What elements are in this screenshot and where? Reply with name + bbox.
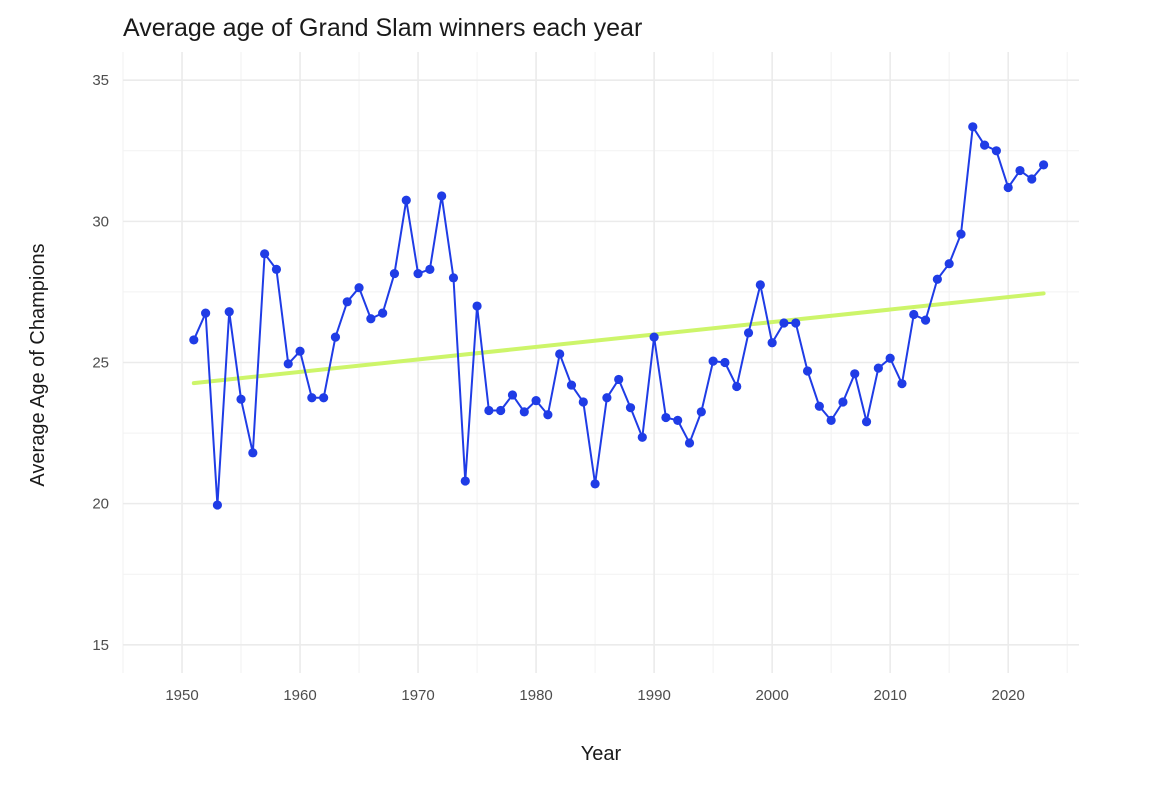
data-point [661,412,671,423]
chart-title: Average age of Grand Slam winners each y… [123,14,643,42]
data-point [484,405,494,416]
data-point [212,500,223,510]
data-point [861,417,872,427]
x-tick-label: 1950 [165,687,198,704]
data-point [1015,165,1025,176]
y-axis-tick-labels: 15 20 25 30 35 [92,72,109,654]
data-point [460,476,470,486]
x-axis-tick-labels: 1950 1960 1970 1980 1990 2000 2010 2020 [165,687,1025,704]
data-point [330,332,341,342]
data-point [649,332,659,342]
data-point [791,318,801,328]
data-point [378,308,388,318]
major-gridlines [123,52,1079,673]
data-point [248,448,258,458]
data-point [401,195,411,205]
data-point [342,297,352,307]
trend-line [191,291,1046,386]
data-point [956,229,966,239]
x-tick-label: 1960 [283,687,316,704]
data-point [413,268,423,279]
data-point [602,393,612,403]
data-point [826,415,836,425]
data-point [897,379,907,389]
data-point [732,381,742,392]
data-point [720,357,730,368]
y-tick-label: 25 [92,355,109,372]
y-tick-label: 35 [92,72,109,89]
data-point [838,397,848,407]
data-point [389,268,400,279]
data-point [507,390,518,400]
data-point [448,273,459,283]
x-tick-label: 2020 [991,687,1024,704]
data-point [283,359,293,369]
data-point [295,346,305,356]
data-point [271,264,282,274]
data-point [814,401,824,411]
data-point [932,274,942,284]
data-point [968,122,978,132]
data-point [673,415,683,425]
data-point [307,393,317,403]
data-point [366,314,376,324]
data-point [909,309,919,320]
data-point [885,353,895,363]
data-point [873,363,883,373]
data-point [354,283,364,293]
data-point [614,374,624,385]
data-point [637,432,647,442]
x-tick-label: 1970 [401,687,434,704]
y-axis-title: Average Age of Champions [27,243,49,486]
data-point [531,396,541,406]
data-point [189,335,199,345]
data-point [519,407,529,417]
data-point [1038,160,1049,170]
data-point [625,403,636,413]
data-point [779,318,789,328]
data-point [201,308,211,318]
data-point [1003,182,1013,193]
data-point [578,397,588,407]
data-point [850,369,860,379]
x-tick-label: 2010 [873,687,906,704]
data-point [319,393,329,403]
data-point [590,479,600,489]
series-layer [189,122,1049,510]
data-point [236,394,246,404]
data-point [684,438,695,448]
data-point [425,264,435,274]
data-point [743,328,754,338]
data-point [472,301,482,311]
data-point [944,259,954,269]
data-point [437,191,447,201]
x-tick-label: 1980 [519,687,552,704]
data-point [767,338,777,348]
y-tick-label: 15 [92,637,109,654]
data-point [979,140,990,150]
data-point [543,410,553,420]
data-point [708,356,718,366]
data-point [755,280,765,290]
data-point [555,349,565,359]
data-point [920,315,931,325]
data-point [1027,174,1037,184]
data-point [991,146,1001,156]
x-tick-label: 1990 [637,687,670,704]
y-tick-label: 30 [92,213,109,230]
data-point [260,249,270,259]
data-point [802,366,813,376]
y-tick-label: 20 [92,496,109,513]
data-point [496,405,506,416]
x-axis-title: Year [581,743,622,765]
data-point [696,407,706,417]
x-tick-label: 2000 [755,687,788,704]
data-point [224,307,234,317]
data-point [566,380,577,390]
